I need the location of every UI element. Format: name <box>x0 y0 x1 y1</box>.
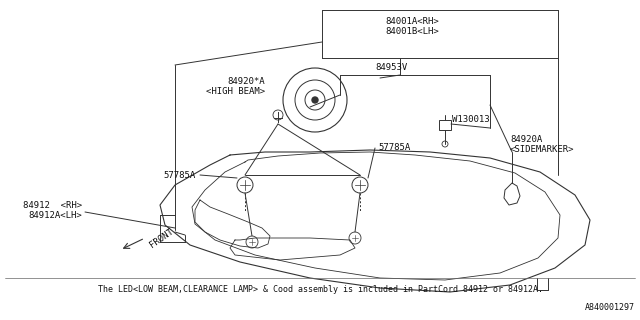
Text: <SIDEMARKER>: <SIDEMARKER> <box>510 146 575 155</box>
Text: 84912A<LH>: 84912A<LH> <box>28 211 82 220</box>
Text: 84953V: 84953V <box>375 63 407 73</box>
Text: W130013: W130013 <box>452 116 490 124</box>
Circle shape <box>312 97 318 103</box>
Text: 84001A<RH>: 84001A<RH> <box>385 18 439 27</box>
Text: 57785A: 57785A <box>378 143 410 153</box>
Text: 84001B<LH>: 84001B<LH> <box>385 28 439 36</box>
Bar <box>439 120 451 130</box>
Text: <HIGH BEAM>: <HIGH BEAM> <box>206 87 265 97</box>
Text: 57785A: 57785A <box>164 171 196 180</box>
Text: A840001297: A840001297 <box>585 303 635 313</box>
Text: 84920*A: 84920*A <box>227 77 265 86</box>
Text: 84912  <RH>: 84912 <RH> <box>23 201 82 210</box>
Text: FRONT: FRONT <box>148 227 175 249</box>
Text: The LED<LOW BEAM,CLEARANCE LAMP> & Cood assembly is included in PartCord 84912 o: The LED<LOW BEAM,CLEARANCE LAMP> & Cood … <box>97 285 543 294</box>
Text: 84920A: 84920A <box>510 135 542 145</box>
